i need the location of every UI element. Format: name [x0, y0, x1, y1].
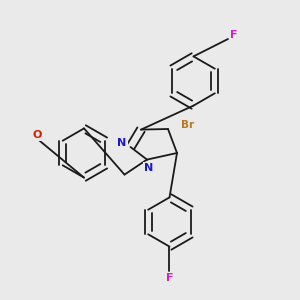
Text: F: F [230, 30, 237, 40]
Text: N: N [144, 163, 153, 173]
Text: N: N [118, 138, 127, 148]
Text: F: F [166, 273, 173, 283]
Text: Br: Br [181, 120, 194, 130]
Text: O: O [33, 130, 42, 140]
